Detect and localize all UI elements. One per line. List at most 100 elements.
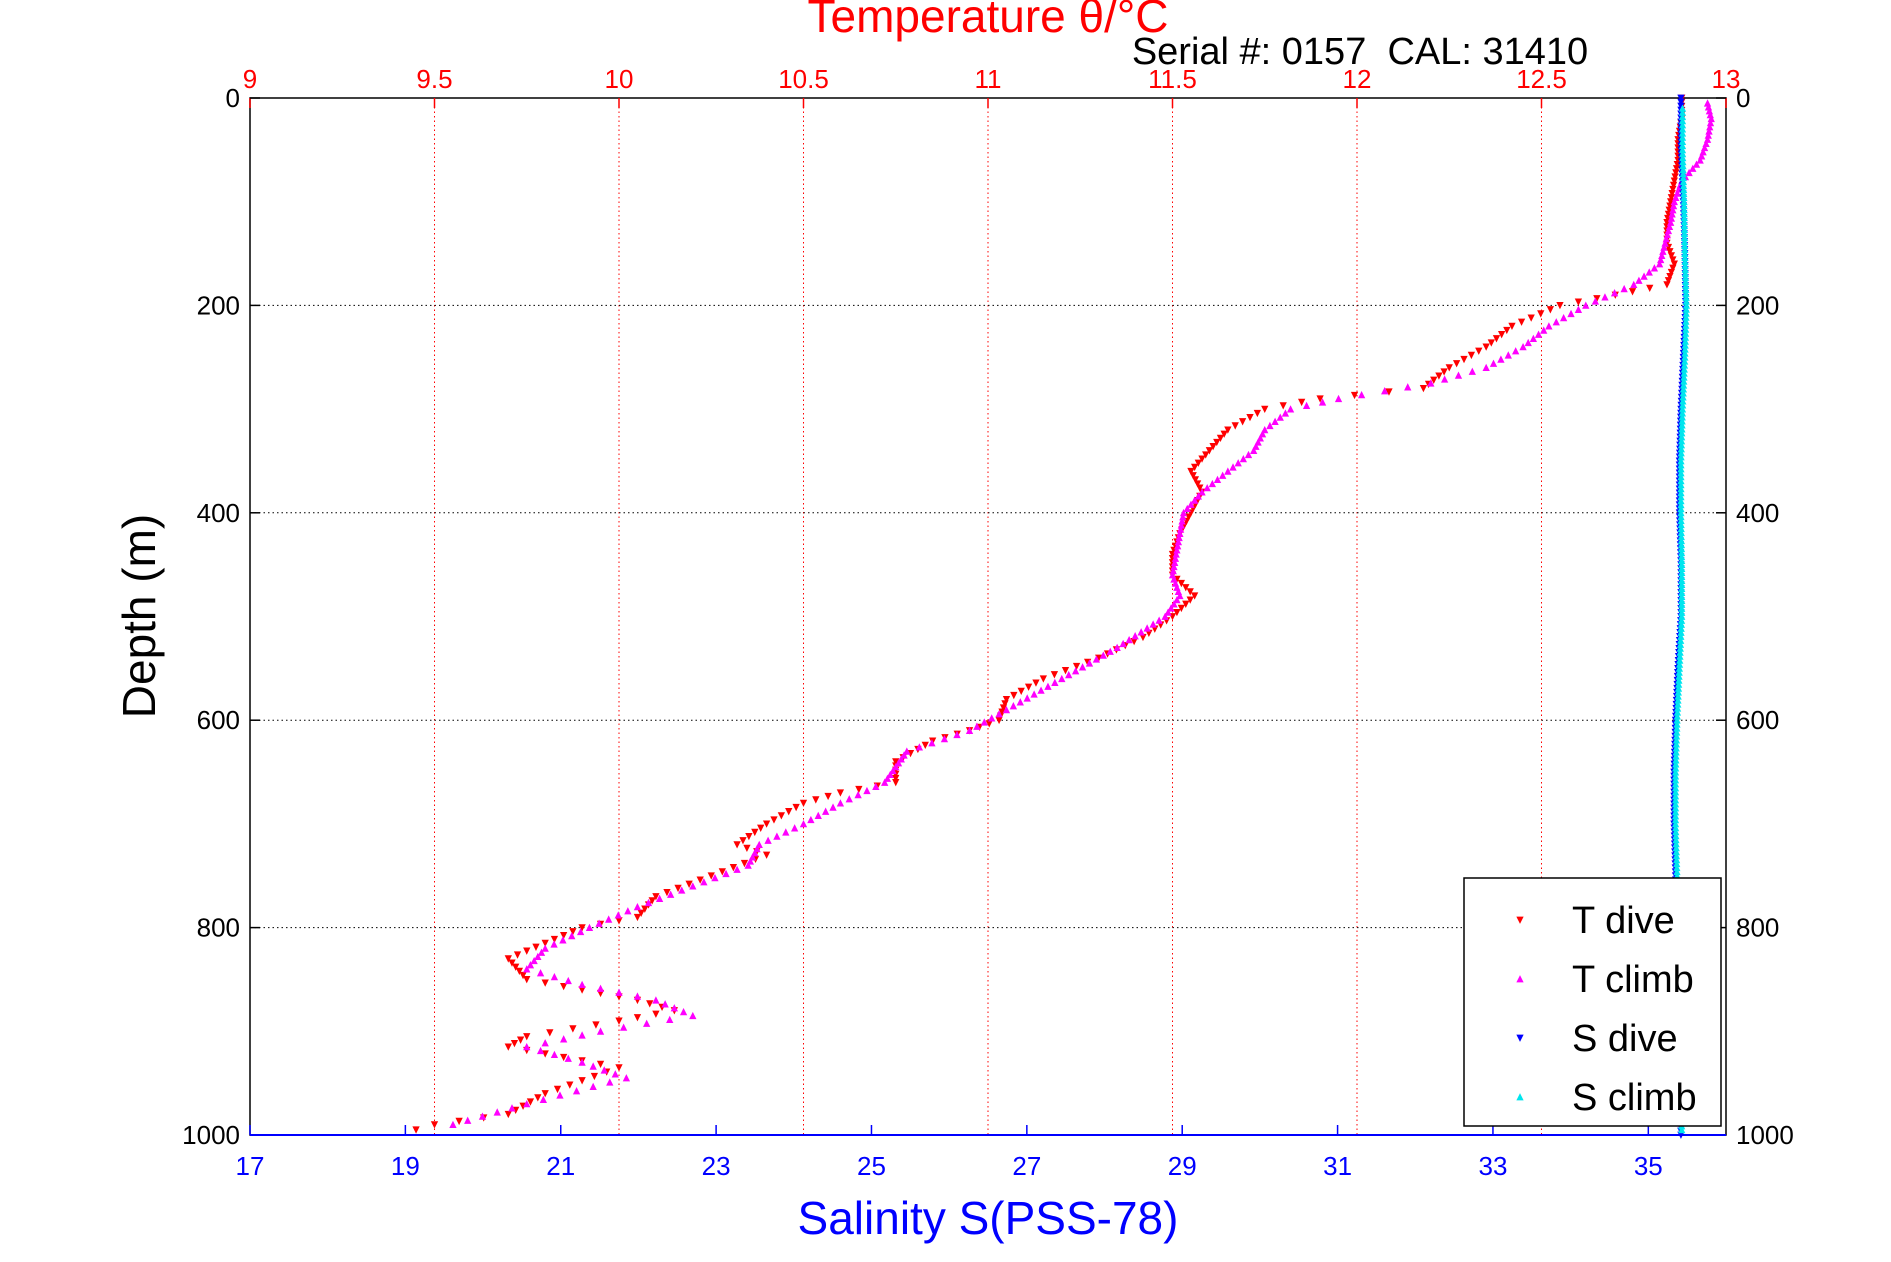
data-point [596,984,605,992]
data-point [1229,463,1237,471]
data-point [512,963,520,971]
data-point [600,1066,608,1074]
legend-label: T dive [1572,900,1675,942]
data-point [1655,260,1664,268]
data-point [576,927,585,936]
data-point [1666,272,1674,281]
data-point [611,1070,619,1078]
legend-marker-s-dive [1516,1034,1524,1042]
data-point [1357,390,1366,399]
data-point [1173,608,1181,617]
data-point [807,815,815,824]
data-point [1669,185,1677,194]
data-point [1185,513,1193,521]
data-point [559,936,567,944]
data-point [1467,351,1476,360]
data-point [1567,309,1575,318]
data-point [1666,248,1674,256]
data-point [637,909,645,917]
data-point [564,1054,572,1062]
data-point [560,982,568,991]
data-point [1186,596,1194,604]
data-point [1182,600,1190,608]
data-point [1261,425,1269,434]
legend-marker-s-climb [1516,1093,1524,1101]
data-point [1645,268,1653,276]
data-point [652,996,660,1004]
data-point [799,799,808,808]
salinity-axis-title: Salinity S(PSS-78) [798,1192,1179,1244]
data-point [1286,405,1295,413]
data-point [1030,690,1038,698]
data-point [566,1081,574,1089]
data-point [541,979,549,987]
data-point [689,882,697,890]
data-point [1668,190,1676,198]
data-point [1667,252,1676,260]
data-point [921,741,929,749]
data-point [615,917,623,925]
data-point [743,844,751,852]
data-point [550,935,559,944]
data-point [1167,604,1175,612]
data-point [534,952,542,961]
data-point [532,943,540,951]
temperature-tick-label: 11 [975,64,1002,94]
data-point [1085,659,1094,667]
data-point [633,913,642,922]
depth-tick-label-right: 0 [1736,83,1750,113]
data-point [643,1019,651,1027]
data-point [746,857,755,865]
data-point [523,1042,531,1051]
data-point [1216,434,1225,443]
data-point [541,1039,549,1047]
data-point [711,873,719,882]
data-point [652,1010,660,1018]
temperature-tick-label: 10.5 [778,64,829,94]
data-point [568,932,576,940]
temperature-tick-label: 12.5 [1516,64,1567,94]
data-point [1669,256,1677,264]
data-point [1177,604,1186,613]
data-point [1023,694,1031,702]
data-point [1186,588,1194,596]
data-point [508,959,516,967]
data-point [1316,395,1324,403]
data-point [812,796,820,804]
data-point [560,931,568,940]
data-point [1205,447,1214,455]
data-point [792,803,800,812]
data-point [1534,330,1543,338]
data-point [537,948,546,956]
data-point [1176,591,1184,600]
data-point [1037,686,1045,694]
data-point [790,824,799,832]
data-point [1527,314,1535,322]
data-point [572,1087,581,1095]
data-point [1177,579,1186,588]
data-point [564,976,572,985]
data-point [1427,379,1435,387]
depth-tick-label-right: 600 [1736,705,1779,735]
data-point [553,1085,562,1094]
data-point [1435,372,1443,380]
depth-tick-label-right: 400 [1736,498,1779,528]
data-point [1017,687,1025,696]
temperature-tick-label: 12 [1343,64,1372,94]
data-point [764,836,772,844]
data-point [1125,635,1133,644]
data-point [1487,339,1495,347]
data-point [644,898,653,907]
data-point [1630,280,1638,289]
data-point [412,1126,420,1134]
data-point [1512,347,1520,355]
data-point [1213,438,1221,447]
data-point [892,762,900,771]
temperature-axis-title: Temperature θ/°C [808,0,1169,42]
data-point [464,1116,472,1124]
data-point [510,1039,519,1048]
data-point [1620,284,1628,293]
data-point [449,1120,457,1129]
data-point [1610,289,1619,297]
